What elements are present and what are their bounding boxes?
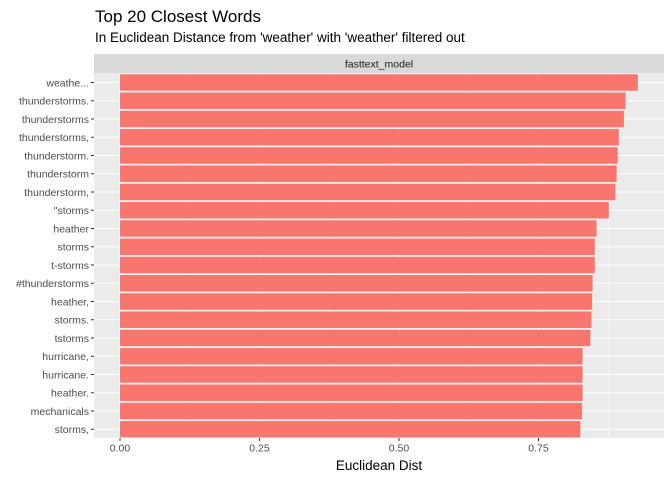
x-axis-labels: 0.00 0.25 0.50 0.75 xyxy=(110,443,549,455)
y-tick-label: storms, xyxy=(55,424,89,436)
y-tick-label: mechanicals xyxy=(31,406,89,418)
bar xyxy=(120,348,583,365)
x-axis-ticks xyxy=(119,438,539,441)
bar xyxy=(120,92,626,109)
bar xyxy=(120,366,583,383)
bar xyxy=(120,421,581,438)
bar xyxy=(120,256,595,274)
y-tick-label: #thunderstorms xyxy=(16,278,89,290)
y-tick-label: storms xyxy=(58,242,90,254)
chart-subtitle: In Euclidean Distance from 'weather' wit… xyxy=(95,30,465,45)
bar xyxy=(120,110,624,128)
bar xyxy=(120,275,593,292)
y-axis-labels: weathe... thunderstorms. thunderstorms thun… xyxy=(16,77,89,436)
y-tick-label: storms. xyxy=(55,315,89,327)
y-tick-label: thunderstorms xyxy=(22,114,89,126)
y-tick-label: "storms xyxy=(54,205,89,217)
bars xyxy=(120,74,638,438)
bar xyxy=(120,293,593,310)
x-tick-label: 0.25 xyxy=(249,443,270,455)
bar xyxy=(120,329,591,347)
bar xyxy=(120,165,617,182)
plot-panel xyxy=(94,73,664,438)
x-tick-label: 0.50 xyxy=(389,443,410,455)
y-tick-label: t-storms xyxy=(51,260,89,272)
bar xyxy=(120,74,638,91)
bar xyxy=(120,147,618,164)
y-tick-label: thunderstorm. xyxy=(24,150,89,162)
bar xyxy=(120,129,619,146)
chart-title: Top 20 Closest Words xyxy=(95,7,261,26)
bar xyxy=(120,183,616,201)
y-tick-label: hurricane, xyxy=(42,351,89,363)
y-tick-label: heather, xyxy=(51,296,89,308)
y-tick-label: thunderstorm xyxy=(27,169,89,181)
facet-strip-label: fasttext_model xyxy=(345,59,413,71)
bar xyxy=(120,202,609,219)
y-tick-label: thunderstorms, xyxy=(19,132,89,144)
facet-strip xyxy=(94,54,664,73)
y-tick-label: hurricane. xyxy=(42,369,89,381)
y-tick-label: heather xyxy=(53,223,89,235)
x-tick-label: 0.00 xyxy=(110,443,131,455)
y-tick-label: tstorms xyxy=(55,333,89,345)
y-tick-label: weathe... xyxy=(45,77,89,89)
bar xyxy=(120,238,595,255)
y-tick-label: thunderstorm, xyxy=(24,187,89,199)
x-tick-label: 0.75 xyxy=(528,443,549,455)
bar xyxy=(120,220,597,237)
y-axis-ticks xyxy=(91,82,94,430)
bar xyxy=(120,402,583,420)
bar xyxy=(120,384,583,401)
bar xyxy=(120,311,592,328)
y-tick-label: heather. xyxy=(51,388,89,400)
y-tick-label: thunderstorms. xyxy=(19,96,89,108)
x-axis-title: Euclidean Dist xyxy=(336,458,423,473)
